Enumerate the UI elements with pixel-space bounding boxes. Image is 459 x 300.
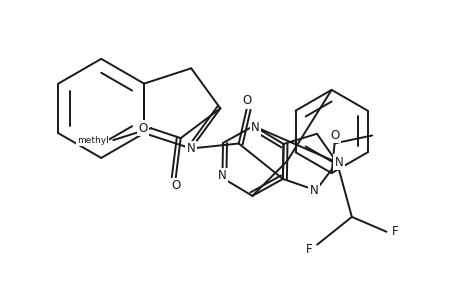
- Text: N: N: [251, 122, 259, 134]
- Text: N: N: [334, 156, 342, 169]
- Text: N: N: [186, 142, 195, 155]
- Text: F: F: [305, 243, 312, 256]
- Text: O: O: [241, 94, 251, 107]
- Text: O: O: [171, 179, 180, 192]
- Text: methyl: methyl: [77, 136, 108, 145]
- Text: N: N: [218, 169, 226, 182]
- Text: N: N: [309, 184, 318, 197]
- Text: O: O: [329, 129, 338, 142]
- Text: F: F: [391, 225, 397, 238]
- Text: O: O: [139, 122, 148, 135]
